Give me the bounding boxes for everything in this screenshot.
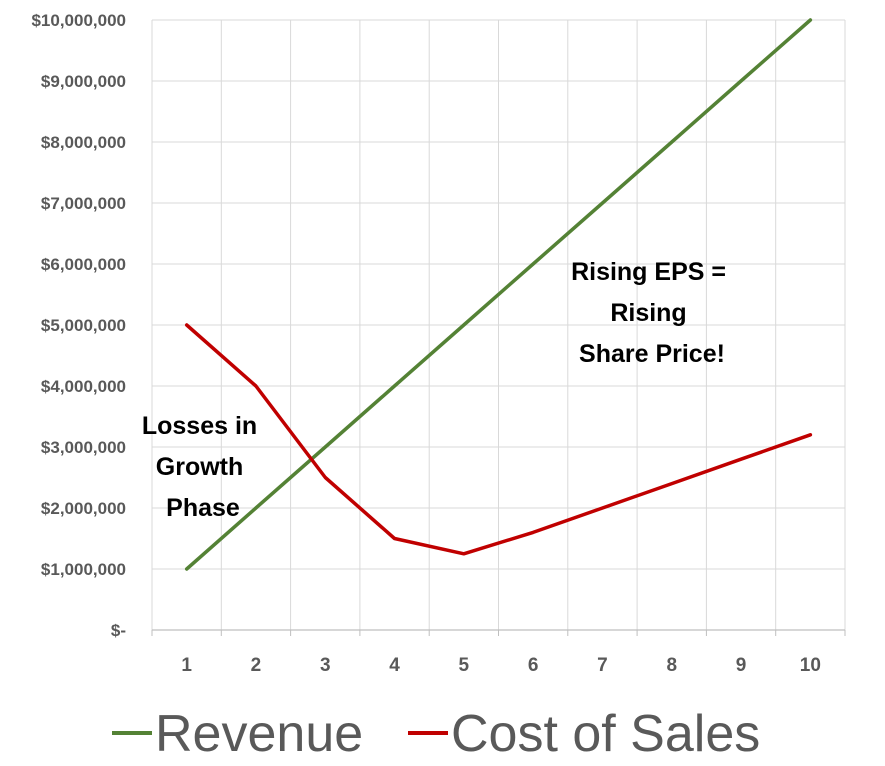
y-tick-label: $4,000,000 xyxy=(41,377,126,396)
y-tick-label: $10,000,000 xyxy=(31,11,126,30)
y-tick-label: $5,000,000 xyxy=(41,316,126,335)
x-tick-label: 4 xyxy=(389,655,400,676)
x-tick-label: 9 xyxy=(736,655,747,676)
y-tick-label: $8,000,000 xyxy=(41,133,126,152)
axes xyxy=(151,629,846,636)
x-tick-label: 10 xyxy=(800,655,821,676)
y-tick-label: $- xyxy=(111,621,126,640)
y-tick-label: $2,000,000 xyxy=(41,499,126,518)
y-axis-tick-labels: $- $1,000,000 $2,000,000 $3,000,000 $4,000,0… xyxy=(31,11,126,640)
y-tick-label: $1,000,000 xyxy=(41,560,126,579)
series-lines xyxy=(184,18,813,571)
x-tick-label: 5 xyxy=(459,655,470,676)
x-tick-label: 1 xyxy=(181,655,192,676)
annotation-rising-eps: Rising EPS = Rising Share Price! xyxy=(571,258,733,368)
y-tick-label: $3,000,000 xyxy=(41,438,126,457)
x-tick-label: 6 xyxy=(528,655,539,676)
y-tick-label: $6,000,000 xyxy=(41,255,126,274)
series-line-revenue xyxy=(184,18,813,571)
legend-label-cost-of-sales: Cost of Sales xyxy=(451,705,760,763)
series-line-cost-of-sales xyxy=(184,323,813,556)
legend-label-revenue: Revenue xyxy=(155,705,363,763)
y-tick-label: $7,000,000 xyxy=(41,194,126,213)
x-tick-label: 2 xyxy=(251,655,262,676)
x-tick-label: 8 xyxy=(666,655,677,676)
legend: Revenue Cost of Sales xyxy=(112,705,760,763)
x-axis-tick-labels: 1 2 3 4 5 6 7 8 9 10 xyxy=(181,655,821,676)
annotation-losses: Losses in Growth Phase xyxy=(142,412,264,522)
gridlines xyxy=(151,19,846,630)
x-tick-label: 7 xyxy=(597,655,608,676)
x-tick-label: 3 xyxy=(320,655,331,676)
y-tick-label: $9,000,000 xyxy=(41,72,126,91)
